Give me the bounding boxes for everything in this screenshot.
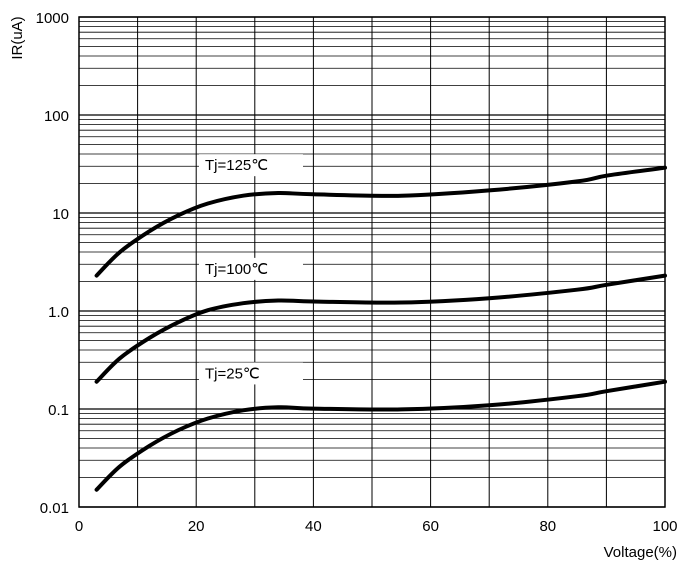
y-tick-label: 10 <box>52 206 69 223</box>
series-line <box>94 379 667 492</box>
series-label-box <box>198 257 303 280</box>
x-tick-label: 20 <box>188 518 205 535</box>
series-label-box <box>198 362 303 385</box>
x-tick-label: 60 <box>422 518 439 535</box>
series-label: Tj=125℃ <box>205 157 268 174</box>
y-tick-label: 0.01 <box>40 500 69 517</box>
y-tick-label: 0.1 <box>48 402 69 419</box>
y-axis-label: IR(uA) <box>9 16 26 59</box>
y-tick-label: 100 <box>44 108 69 125</box>
y-tick-label: 1.0 <box>48 304 69 321</box>
plot-frame <box>78 16 666 508</box>
series-label: Tj=25℃ <box>205 365 260 382</box>
x-tick-label: 0 <box>75 518 83 535</box>
x-tick-label: 100 <box>652 518 677 535</box>
series-label-boxes <box>198 154 303 385</box>
x-tick-labels: 0 20 40 60 80 100 <box>75 518 678 535</box>
x-tick-label: 80 <box>539 518 556 535</box>
x-axis-label: Voltage(%) <box>604 544 677 561</box>
series-line <box>94 273 667 384</box>
y-tick-labels: 0.01 0.1 1.0 10 100 1000 <box>36 10 69 517</box>
series-lines: Tj=125℃ Tj=100℃ Tj=25℃ <box>94 157 667 492</box>
series-label: Tj=100℃ <box>205 261 268 278</box>
y-tick-label: 1000 <box>36 10 69 27</box>
series-line <box>94 165 667 278</box>
major-grid <box>79 16 665 508</box>
x-tick-label: 40 <box>305 518 322 535</box>
series-label-box <box>198 154 303 177</box>
